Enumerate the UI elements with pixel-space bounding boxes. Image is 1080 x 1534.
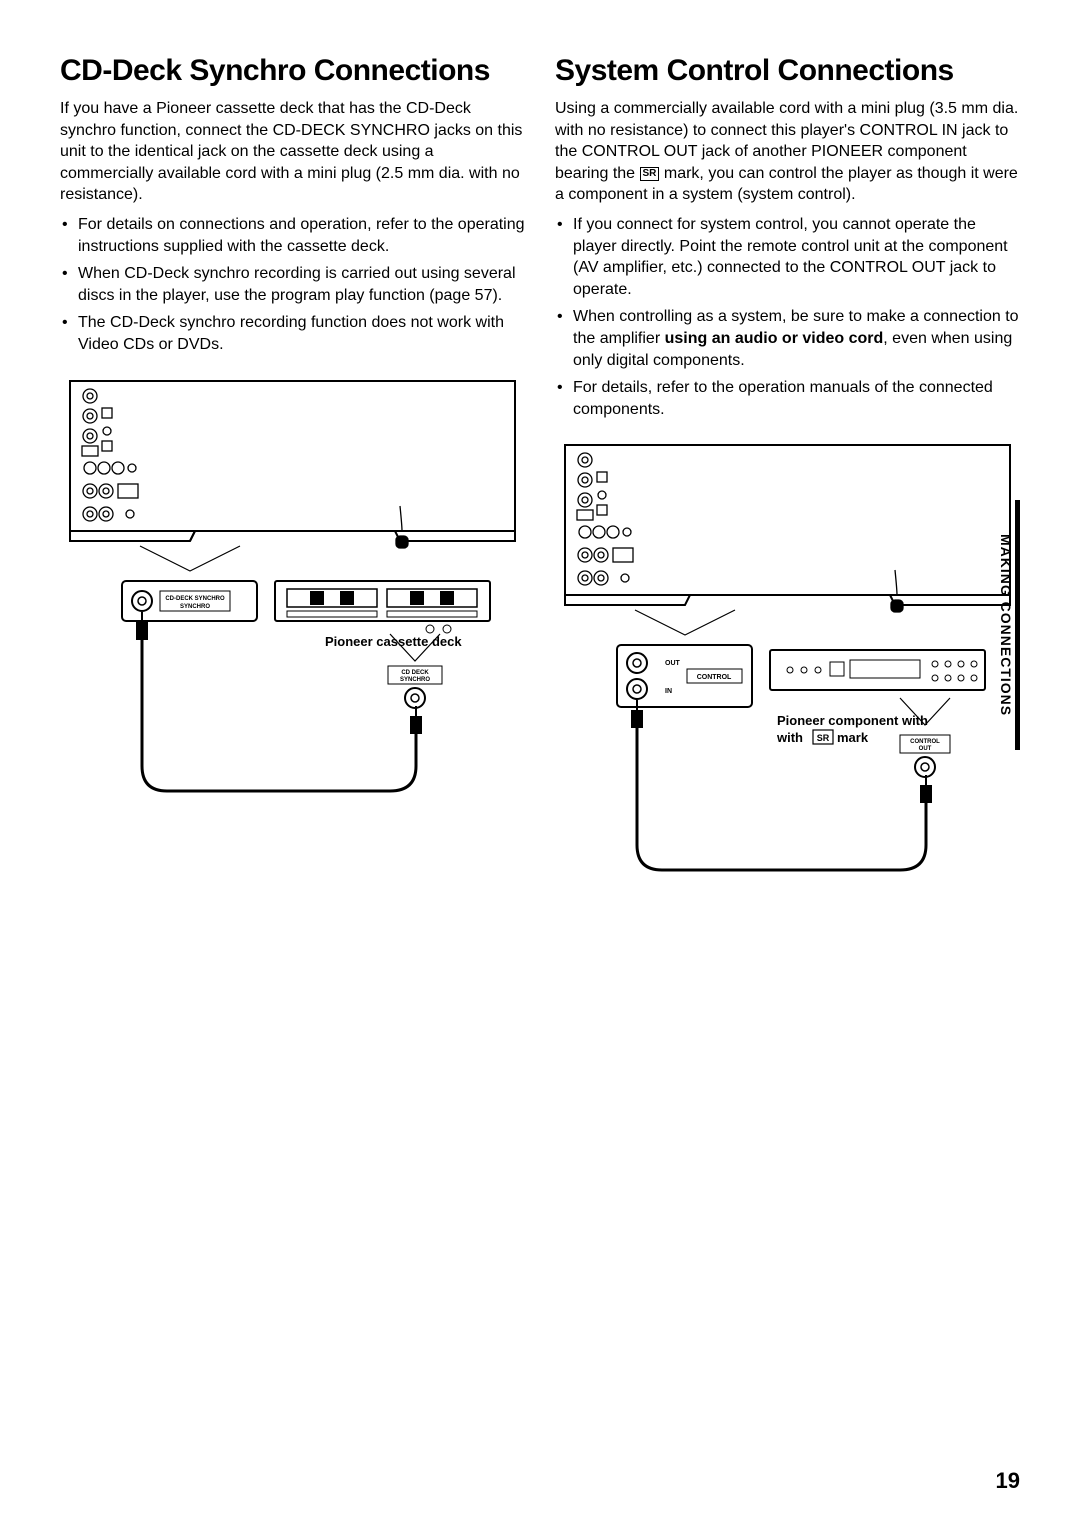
svg-text:SYNCHRO: SYNCHRO xyxy=(400,677,430,683)
svg-text:SR: SR xyxy=(817,733,830,743)
right-bullets: If you connect for system control, you c… xyxy=(555,214,1020,420)
right-column: System Control Connections Using a comme… xyxy=(555,54,1020,895)
right-intro: Using a commercially available cord with… xyxy=(555,98,1020,206)
side-tab: MAKING CONNECTIONS xyxy=(998,500,1020,750)
svg-text:CD-DECK SYNCHRO: CD-DECK SYNCHRO xyxy=(165,596,225,602)
list-item: The CD-Deck synchro recording function d… xyxy=(60,312,525,355)
svg-text:IN: IN xyxy=(665,688,672,695)
side-tab-label: MAKING CONNECTIONS xyxy=(998,534,1020,716)
left-bullets: For details on connections and operation… xyxy=(60,214,525,356)
svg-text:CONTROL: CONTROL xyxy=(910,739,940,745)
list-item: For details on connections and operation… xyxy=(60,214,525,257)
page-number: 19 xyxy=(996,1468,1020,1494)
svg-text:Pioneer component with: Pioneer component with xyxy=(777,713,928,728)
left-column: CD-Deck Synchro Connections If you have … xyxy=(60,54,525,895)
left-heading: CD-Deck Synchro Connections xyxy=(60,54,525,88)
svg-text:OUT: OUT xyxy=(919,746,932,752)
svg-text:mark: mark xyxy=(837,730,869,745)
svg-text:CD DECK: CD DECK xyxy=(401,670,429,676)
svg-text:CONTROL: CONTROL xyxy=(697,674,732,681)
svg-text:with: with xyxy=(776,730,803,745)
svg-text:OUT: OUT xyxy=(665,660,681,667)
svg-text:Pioneer cassette deck: Pioneer cassette deck xyxy=(325,634,462,649)
list-item: When CD-Deck synchro recording is carrie… xyxy=(60,263,525,306)
right-heading: System Control Connections xyxy=(555,54,1020,88)
right-diagram: OUT IN CONTROL xyxy=(555,440,1020,890)
left-diagram: CD-DECK SYNCHRO SYNCHRO Pioneer cassette… xyxy=(60,376,525,806)
list-item: When controlling as a system, be sure to… xyxy=(555,306,1020,371)
svg-text:SYNCHRO: SYNCHRO xyxy=(180,604,210,610)
list-item: For details, refer to the operation manu… xyxy=(555,377,1020,420)
sr-mark-icon: SR xyxy=(640,167,660,181)
list-item: If you connect for system control, you c… xyxy=(555,214,1020,300)
left-intro: If you have a Pioneer cassette deck that… xyxy=(60,98,525,206)
